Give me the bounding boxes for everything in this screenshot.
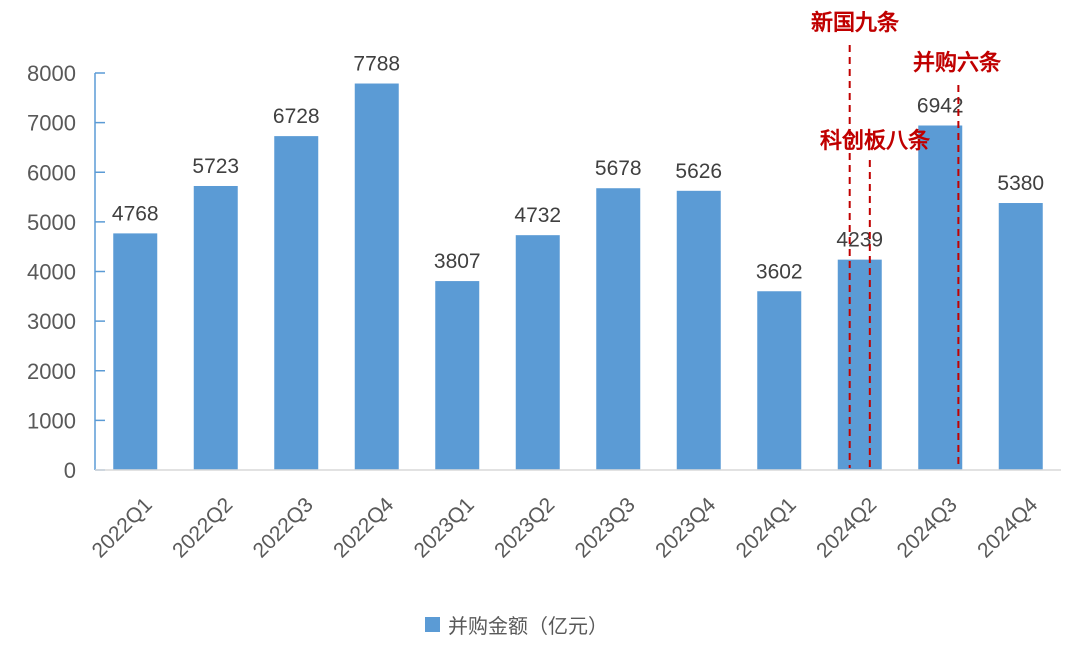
legend-swatch	[425, 617, 440, 632]
data-label: 3807	[434, 250, 481, 273]
x-tick-label: 2024Q4	[973, 493, 1042, 562]
x-tick-label: 2023Q3	[571, 493, 640, 562]
y-tick-label: 6000	[27, 160, 76, 185]
bar	[193, 185, 238, 470]
bar	[596, 188, 641, 470]
annotation-label: 科创板八条	[820, 128, 931, 154]
y-tick-label: 1000	[27, 408, 76, 433]
x-tick-label: 2024Q3	[893, 493, 962, 562]
x-tick-label: 2023Q4	[651, 493, 720, 562]
data-label: 4239	[836, 229, 883, 252]
data-label: 3602	[756, 260, 803, 283]
bar	[354, 83, 399, 470]
data-label: 6728	[273, 105, 320, 128]
x-tick-label: 2022Q4	[329, 493, 398, 562]
data-label: 5380	[997, 172, 1044, 195]
annotation-label: 新国九条	[811, 10, 900, 36]
y-tick-label: 3000	[27, 309, 76, 334]
data-label: 4732	[514, 204, 561, 227]
data-label: 5723	[192, 155, 239, 178]
data-label: 6942	[917, 95, 964, 118]
x-tick-label: 2022Q3	[249, 493, 318, 562]
bar	[918, 125, 963, 471]
bar	[515, 235, 560, 470]
bar	[435, 281, 480, 470]
x-tick-label: 2024Q1	[732, 493, 801, 562]
bars: 4768 5723 6728 7788 3807 4732 5678 5626 3602 4239…	[112, 53, 1044, 471]
annotation-label: 并购六条	[913, 50, 1002, 76]
bar	[837, 259, 882, 470]
bar	[757, 291, 802, 470]
bar	[274, 136, 319, 471]
y-tick-label: 8000	[27, 61, 76, 86]
bar	[676, 190, 721, 470]
x-tick-label: 2023Q2	[490, 493, 559, 562]
y-tick-label: 5000	[27, 210, 76, 235]
y-tick-label: 0	[64, 458, 76, 483]
legend: 并购金额（亿元）	[425, 610, 608, 639]
x-tick-label: 2023Q1	[410, 493, 479, 562]
x-tick-label: 2022Q2	[168, 493, 237, 562]
data-label: 5678	[595, 157, 642, 180]
data-label: 7788	[353, 53, 400, 76]
x-tick-label: 2024Q2	[812, 493, 881, 562]
data-label: 5626	[675, 160, 722, 183]
legend-label: 并购金额（亿元）	[448, 614, 608, 638]
x-axis: 2022Q1 2022Q2 2022Q3 2022Q4 2023Q1 2023Q2 2023…	[88, 469, 1061, 562]
bar	[998, 203, 1043, 470]
y-tick-label: 7000	[27, 111, 76, 136]
x-tick-label: 2022Q1	[88, 493, 157, 562]
y-axis: 0 1000 2000 3000 4000 5000 6000 7000 8000	[27, 61, 105, 483]
data-label: 4768	[112, 202, 159, 225]
y-tick-label: 4000	[27, 260, 76, 285]
y-tick-label: 2000	[27, 359, 76, 384]
bar	[113, 233, 158, 470]
